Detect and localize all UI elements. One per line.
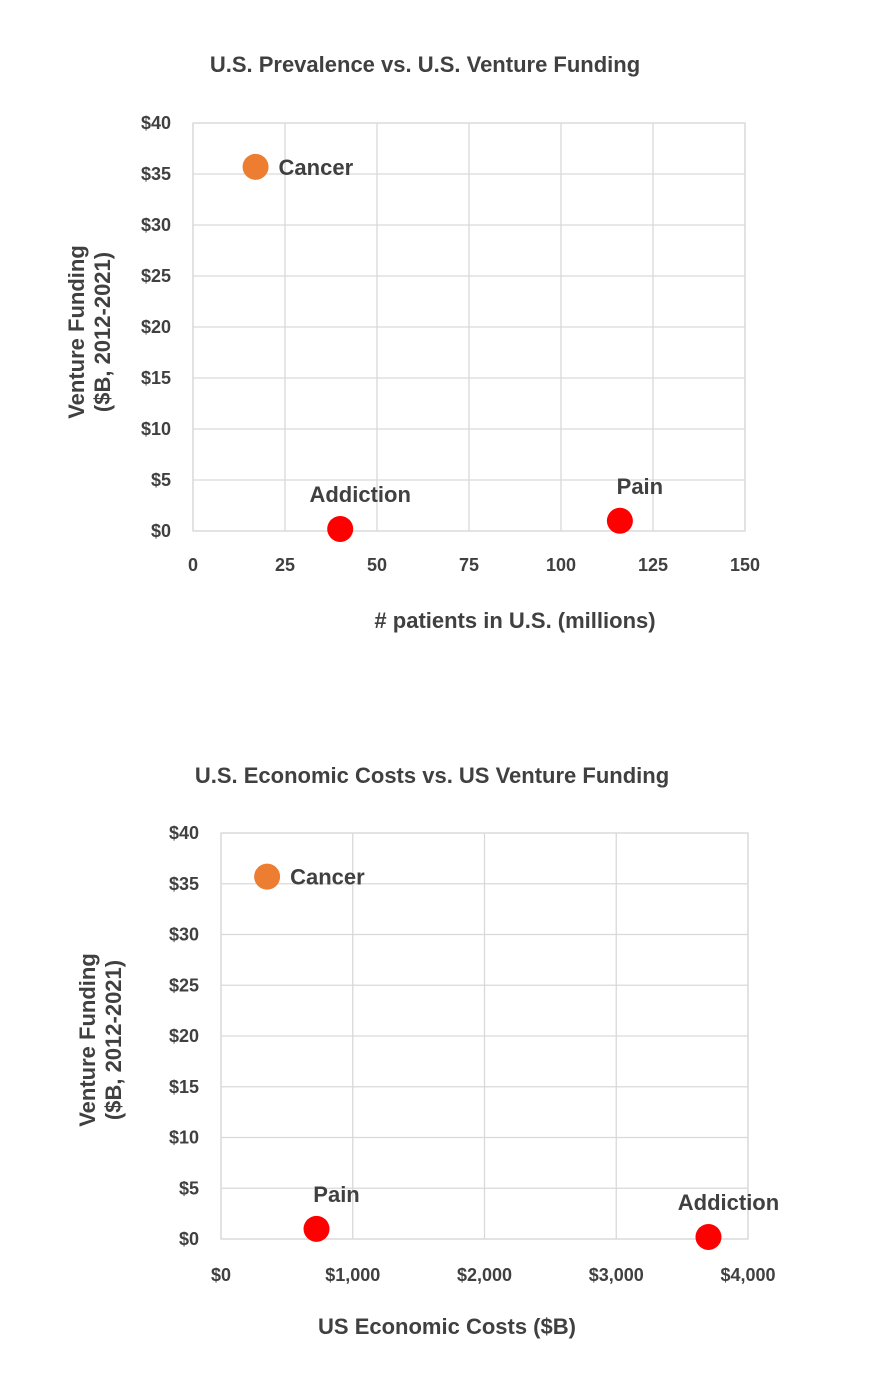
y-axis-title: Venture Funding ($B, 2012-2021): [64, 245, 115, 419]
y-tick-label: $30: [141, 215, 171, 235]
y-axis-title-line: Venture Funding: [64, 245, 89, 419]
y-tick-label: $10: [141, 419, 171, 439]
chart-title: U.S. Prevalence vs. U.S. Venture Funding: [210, 52, 640, 77]
point-pain: [303, 1215, 330, 1242]
y-tick-label: $35: [169, 874, 199, 894]
y-axis-title-line: ($B, 2012-2021): [101, 960, 126, 1120]
chart-title: U.S. Economic Costs vs. US Venture Fundi…: [195, 763, 669, 788]
y-tick-label: $25: [141, 266, 171, 286]
y-tick-label: $25: [169, 975, 199, 995]
y-tick-label: $30: [169, 925, 199, 945]
y-tick-label: $15: [169, 1077, 199, 1097]
x-tick-label: $4,000: [720, 1265, 775, 1285]
x-tick-label: 50: [367, 555, 387, 575]
x-axis-title: US Economic Costs ($B): [318, 1314, 576, 1339]
y-tick-label: $20: [169, 1026, 199, 1046]
x-tick-label: $2,000: [457, 1265, 512, 1285]
x-tick-label: 125: [638, 555, 668, 575]
y-tick-label: $20: [141, 317, 171, 337]
x-tick-label: 0: [188, 555, 198, 575]
x-tick-label: 100: [546, 555, 576, 575]
y-tick-label: $10: [169, 1128, 199, 1148]
point-label-addiction: Addiction: [678, 1190, 779, 1215]
y-tick-label: $40: [141, 113, 171, 133]
point-label-pain: Pain: [617, 474, 663, 499]
point-label-cancer: Cancer: [290, 865, 365, 890]
y-tick-label: $15: [141, 368, 171, 388]
chart-2: U.S. Economic Costs vs. US Venture Fundi…: [75, 763, 779, 1339]
x-tick-label: $3,000: [589, 1265, 644, 1285]
y-tick-label: $40: [169, 823, 199, 843]
point-cancer: [242, 153, 269, 180]
point-label-pain: Pain: [313, 1182, 359, 1207]
x-tick-label: 25: [275, 555, 295, 575]
x-tick-label: 150: [730, 555, 760, 575]
x-tick-label: 75: [459, 555, 479, 575]
x-tick-label: $0: [211, 1265, 231, 1285]
y-axis-title: Venture Funding ($B, 2012-2021): [75, 953, 126, 1127]
chart-1: U.S. Prevalence vs. U.S. Venture Funding…: [64, 52, 760, 633]
x-axis-title: # patients in U.S. (millions): [374, 608, 655, 633]
y-axis-title-line: Venture Funding: [75, 953, 100, 1127]
point-cancer: [254, 863, 281, 890]
y-tick-label: $35: [141, 164, 171, 184]
y-tick-label: $5: [179, 1178, 199, 1198]
point-addiction: [695, 1223, 722, 1250]
point-addiction: [327, 515, 354, 542]
y-tick-label: $0: [179, 1229, 199, 1249]
plot-area-frame: [220, 832, 749, 1240]
y-axis-title-line: ($B, 2012-2021): [90, 252, 115, 412]
x-tick-label: $1,000: [325, 1265, 380, 1285]
y-tick-label: $5: [151, 470, 171, 490]
point-label-cancer: Cancer: [279, 155, 354, 180]
plot-area-frame: [192, 122, 746, 532]
point-pain: [606, 507, 633, 534]
y-tick-label: $0: [151, 521, 171, 541]
point-label-addiction: Addiction: [309, 482, 410, 507]
